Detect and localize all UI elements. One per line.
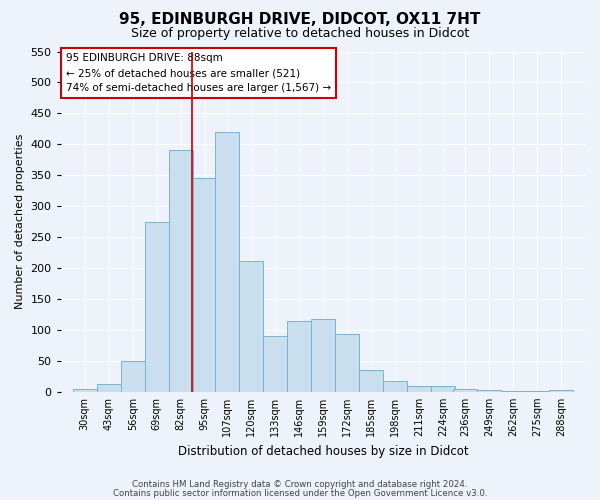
Bar: [73, 388, 97, 392]
Bar: [501, 390, 525, 392]
Text: 95, EDINBURGH DRIVE, DIDCOT, OX11 7HT: 95, EDINBURGH DRIVE, DIDCOT, OX11 7HT: [119, 12, 481, 28]
Bar: [359, 370, 383, 392]
Bar: [121, 362, 145, 392]
Text: Contains HM Land Registry data © Crown copyright and database right 2024.: Contains HM Land Registry data © Crown c…: [132, 480, 468, 489]
Bar: [311, 320, 335, 392]
Bar: [145, 222, 169, 392]
Bar: [383, 380, 407, 392]
Bar: [263, 336, 287, 392]
Bar: [169, 150, 193, 392]
Text: Size of property relative to detached houses in Didcot: Size of property relative to detached ho…: [131, 28, 469, 40]
Text: 95 EDINBURGH DRIVE: 88sqm
← 25% of detached houses are smaller (521)
74% of semi: 95 EDINBURGH DRIVE: 88sqm ← 25% of detac…: [66, 53, 331, 93]
Bar: [335, 334, 359, 392]
Bar: [407, 386, 431, 392]
Bar: [477, 390, 501, 392]
Bar: [549, 390, 573, 392]
X-axis label: Distribution of detached houses by size in Didcot: Distribution of detached houses by size …: [178, 444, 468, 458]
Y-axis label: Number of detached properties: Number of detached properties: [15, 134, 25, 310]
Text: Contains public sector information licensed under the Open Government Licence v3: Contains public sector information licen…: [113, 488, 487, 498]
Bar: [215, 132, 239, 392]
Bar: [287, 320, 311, 392]
Bar: [97, 384, 121, 392]
Bar: [239, 260, 263, 392]
Bar: [525, 391, 549, 392]
Bar: [193, 178, 217, 392]
Bar: [453, 388, 477, 392]
Bar: [431, 386, 455, 392]
